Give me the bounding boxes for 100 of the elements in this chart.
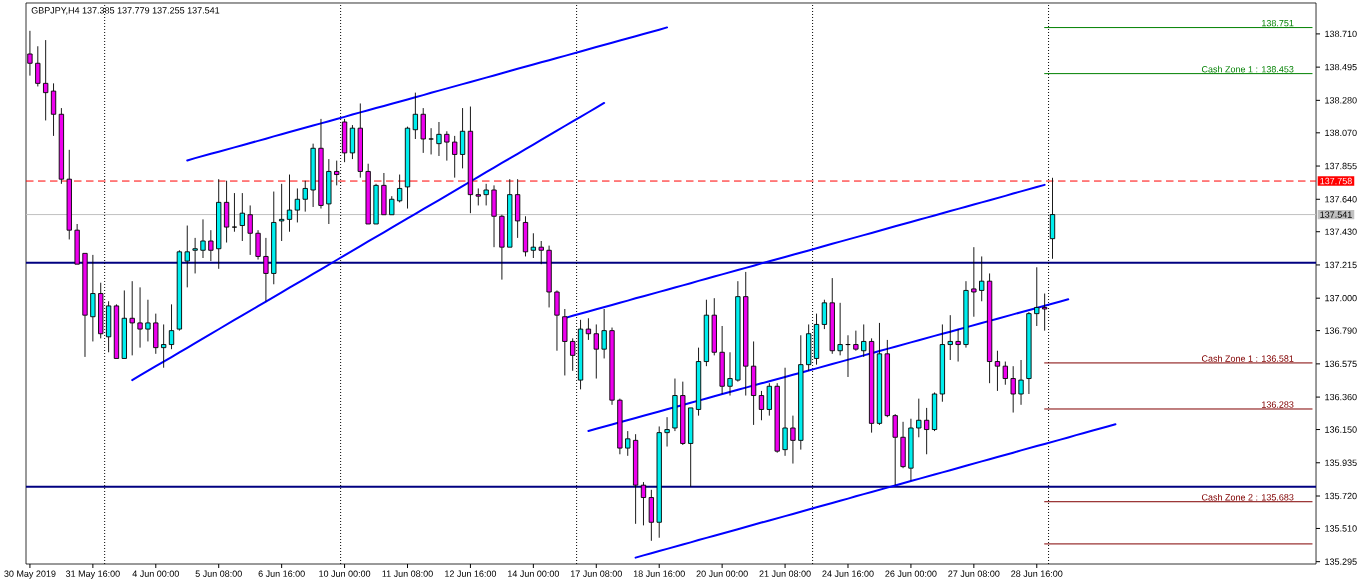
x-tick-label: 31 May 16:00: [65, 570, 120, 579]
series-label: 136.283: [1262, 401, 1294, 408]
candlestick: [192, 237, 198, 274]
candlestick: [900, 421, 906, 469]
candlestick: [916, 398, 922, 438]
x-tick-label: 5 Jun 08:00: [195, 570, 242, 577]
y-tick-label: 138.280: [1325, 97, 1357, 104]
candlestick: [680, 381, 686, 446]
candlestick: [168, 303, 175, 350]
chart-title: GBPJPY,H4 137.385 137.779 137.255 137.541: [31, 7, 220, 15]
x-tick-label: 28 Jun 16:00: [1011, 570, 1063, 577]
x-tick-label: 26 Jun 00:00: [885, 570, 937, 577]
candlestick: [499, 214, 505, 281]
candlestick: [931, 392, 938, 432]
candlestick: [90, 254, 96, 342]
candlestick: [672, 378, 678, 432]
candlestick: [538, 240, 544, 265]
candlestick: [617, 398, 623, 455]
x-tick-label: 11 Jun 08:00: [382, 570, 433, 577]
candlestick: [546, 245, 552, 308]
candlestick: [43, 39, 49, 121]
candlestick: [302, 180, 308, 213]
candlestick: [719, 325, 725, 395]
candlestick: [239, 192, 245, 242]
candlestick: [868, 337, 875, 434]
candlestick: [908, 418, 914, 481]
candlestick: [255, 229, 261, 260]
candlestick: [286, 174, 293, 233]
candlestick: [475, 188, 481, 206]
candlestick: [837, 302, 843, 356]
candlestick: [318, 118, 324, 209]
candlestick: [963, 280, 969, 349]
candlestick: [436, 121, 442, 157]
candlestick: [766, 382, 772, 417]
candlestick: [247, 205, 253, 256]
candlestick: [310, 143, 316, 208]
candlestick: [357, 103, 363, 179]
candlestick: [876, 322, 883, 426]
candlestick: [648, 489, 654, 542]
candlestick: [743, 271, 749, 396]
candlestick: [798, 334, 804, 451]
candlestick: [861, 324, 867, 358]
candlestick: [294, 188, 301, 223]
candlestick: [1034, 266, 1040, 327]
candlestick: [420, 107, 426, 154]
y-tick-label: 137.000: [1325, 294, 1357, 302]
y-tick-label: 135.295: [1325, 558, 1357, 565]
candlestick: [562, 308, 568, 376]
candlestick: [790, 415, 796, 464]
candlestick: [444, 130, 450, 162]
candlestick: [231, 192, 238, 233]
x-tick-label: 18 Jun 16:00: [633, 570, 685, 577]
y-tick-label: 136.360: [1325, 393, 1357, 401]
candlestick: [184, 225, 190, 288]
ref-line-label: 137.758: [1320, 177, 1352, 185]
candlestick: [1018, 359, 1024, 406]
candlestick: [176, 249, 183, 332]
candlestick: [625, 430, 631, 457]
candlestick: [153, 313, 159, 355]
x-tick-label: 24 Jun 16:00: [822, 570, 874, 577]
candlestick: [396, 174, 403, 203]
candlestick: [853, 330, 859, 352]
x-tick-label: 6 Jun 16:00: [258, 570, 305, 577]
candlestick: [145, 299, 151, 342]
candlestick: [50, 82, 57, 137]
y-tick-label: 138.710: [1325, 30, 1357, 38]
candlestick: [656, 426, 662, 539]
candlestick: [483, 183, 489, 206]
series-label: 138.751: [1262, 20, 1294, 27]
candlestick: [884, 339, 890, 418]
candlestick: [200, 218, 206, 259]
y-tick-label: 137.855: [1325, 162, 1357, 170]
candlestick: [1026, 311, 1032, 395]
y-tick-label: 136.575: [1325, 360, 1357, 368]
x-tick-label: 12 Jun 16:00: [445, 570, 497, 577]
candlestick: [955, 328, 961, 362]
candlestick: [223, 180, 230, 243]
candlestick: [412, 92, 419, 140]
candlestick: [939, 324, 946, 403]
candlestick: [137, 286, 143, 349]
candlestick: [263, 237, 269, 302]
candlestick: [758, 390, 765, 421]
candlestick: [554, 290, 560, 352]
y-tick-label: 136.150: [1325, 426, 1357, 433]
candlestick: [514, 178, 521, 239]
candlestick: [632, 433, 639, 525]
candlestick: [892, 413, 898, 486]
y-tick-label: 137.430: [1325, 228, 1357, 235]
candlestick: [404, 126, 411, 209]
candlestick: [271, 191, 277, 285]
y-tick-label: 135.720: [1325, 492, 1357, 500]
series-label: Cash Zone 2 : 135.683: [1201, 493, 1294, 501]
candlestick: [326, 158, 332, 225]
x-tick-label: 30 May 2019: [4, 570, 56, 579]
candlestick: [727, 351, 733, 396]
y-tick-label: 138.070: [1325, 129, 1357, 136]
candlestick: [774, 382, 780, 454]
x-tick-label: 14 Jun 00:00: [508, 570, 560, 577]
y-tick-label: 136.790: [1325, 327, 1357, 334]
candlestick: [821, 299, 828, 330]
